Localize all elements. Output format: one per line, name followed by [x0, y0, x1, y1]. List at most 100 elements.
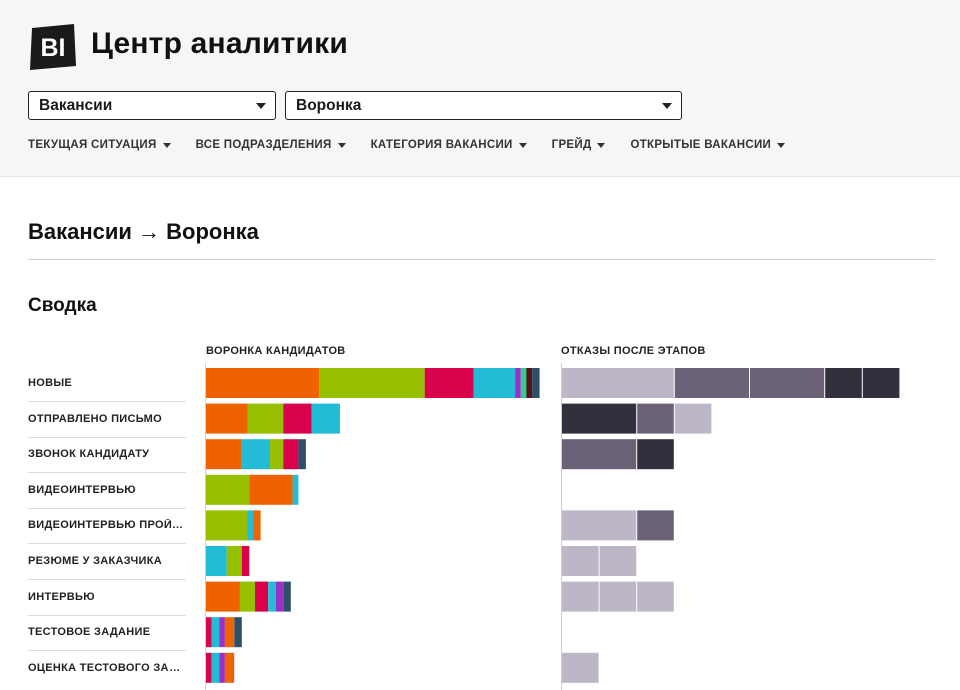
row-separator: [28, 507, 186, 509]
rejection-bar-segment[interactable]: [750, 368, 825, 398]
funnel-bar-segment[interactable]: [275, 581, 284, 612]
funnel-bar-segment[interactable]: [224, 617, 235, 648]
filter-vacancy-category[interactable]: КАТЕГОРИЯ ВАКАНСИИ: [371, 137, 527, 153]
funnel-bar-segment[interactable]: [283, 439, 299, 470]
caret-down-icon: [162, 142, 171, 148]
funnel-bar-segment[interactable]: [241, 439, 271, 470]
rejection-bar-segment[interactable]: [637, 439, 674, 470]
rejection-bar-segment[interactable]: [562, 652, 599, 683]
funnel-bar-segment[interactable]: [211, 652, 220, 683]
funnel-bar-segment[interactable]: [298, 439, 306, 470]
rejections-axis: [561, 363, 562, 690]
filter-label: ОТКРЫТЫЕ ВАКАНСИИ: [630, 139, 772, 151]
rejection-bar-segment[interactable]: [637, 510, 674, 541]
funnel-bar-segment[interactable]: [206, 546, 227, 576]
row-separator: [28, 579, 186, 580]
filter-open-vacancies[interactable]: ОТКРЫТЫЕ ВАКАНСИИ: [630, 137, 786, 153]
caret-down-icon: [777, 142, 786, 148]
rejection-bar-segment[interactable]: [562, 546, 599, 576]
funnel-bar-segment[interactable]: [283, 403, 312, 434]
header: BI Центр аналитики Вакансии Воронка ТЕКУ…: [0, 0, 960, 177]
funnel-bar-segment[interactable]: [206, 403, 248, 434]
funnel-bar-segment[interactable]: [311, 403, 340, 434]
funnel-bar-segment[interactable]: [249, 474, 293, 505]
filter-label: ГРЕЙД: [551, 139, 592, 151]
rejection-bar-segment[interactable]: [562, 403, 637, 434]
funnel-bar-segment[interactable]: [319, 368, 425, 398]
rejection-bar-segment[interactable]: [825, 368, 862, 398]
page-title: Вакансии → Воронка: [28, 219, 259, 244]
section-title: Сводка: [28, 295, 97, 316]
filter-label: ТЕКУЩАЯ СИТУАЦИЯ: [28, 139, 157, 151]
funnel-bar-segment[interactable]: [206, 581, 240, 612]
bi-logo-icon[interactable]: BI: [28, 22, 78, 72]
funnel-bar-segment[interactable]: [515, 368, 521, 398]
funnel-bar-segment[interactable]: [206, 510, 248, 541]
funnel-bar-segment[interactable]: [253, 510, 261, 541]
report-select-value: Воронка: [296, 97, 362, 114]
caret-down-icon: [597, 142, 606, 148]
funnel-bar-segment[interactable]: [283, 581, 291, 612]
report-select[interactable]: Воронка: [285, 91, 682, 120]
filter-grade[interactable]: ГРЕЙД: [552, 137, 606, 153]
funnel-bar-segment[interactable]: [268, 581, 276, 612]
rejection-bar-segment[interactable]: [599, 581, 637, 612]
funnel-bar-segment[interactable]: [226, 546, 242, 576]
funnel-bar-segment[interactable]: [206, 474, 250, 505]
funnel-bar-segment[interactable]: [292, 474, 299, 505]
chevron-down-icon: [256, 103, 266, 109]
funnel-bar-segment[interactable]: [206, 617, 212, 648]
row-separator: [28, 436, 186, 438]
logo-text: BI: [41, 34, 66, 62]
funnel-bar-segment[interactable]: [206, 652, 212, 683]
divider: [28, 259, 935, 260]
funnel-bar-segment[interactable]: [211, 617, 220, 648]
row-separator: [28, 614, 186, 616]
rejection-bar-segment[interactable]: [637, 403, 674, 434]
funnel-bar-segment[interactable]: [247, 403, 284, 434]
funnel-bar-segment[interactable]: [224, 652, 235, 683]
filter-label: ВСЕ ПОДРАЗДЕЛЕНИЯ: [195, 139, 332, 151]
filter-bar: ТЕКУЩАЯ СИТУАЦИЯ ВСЕ ПОДРАЗДЕЛЕНИЯ КАТЕГ…: [28, 137, 810, 153]
funnel-bar-segment[interactable]: [206, 439, 242, 470]
section-select-value: Вакансии: [39, 97, 113, 114]
rejection-bar-segment[interactable]: [562, 581, 599, 612]
rejection-bar-segment[interactable]: [562, 368, 674, 398]
row-separator: [28, 401, 186, 402]
funnel-bar-segment[interactable]: [219, 652, 225, 683]
funnel-bar-segment[interactable]: [270, 439, 284, 470]
funnel-bar-segment[interactable]: [241, 546, 250, 576]
funnel-bar-segment[interactable]: [247, 510, 254, 541]
funnel-bar-segment[interactable]: [255, 581, 269, 612]
funnel-bar-segment[interactable]: [526, 368, 533, 398]
caret-down-icon: [337, 142, 346, 148]
row-separator: [28, 472, 186, 474]
funnel-bar-segment[interactable]: [520, 368, 527, 398]
filter-departments[interactable]: ВСЕ ПОДРАЗДЕЛЕНИЯ: [196, 137, 346, 153]
funnel-bar-segment[interactable]: [206, 368, 320, 398]
filter-current-situation[interactable]: ТЕКУЩАЯ СИТУАЦИЯ: [28, 137, 171, 153]
rejection-bar-segment[interactable]: [674, 403, 712, 434]
funnel-bar-segment[interactable]: [234, 617, 242, 648]
funnel-bar-segment[interactable]: [424, 368, 474, 398]
rejection-bar-segment[interactable]: [862, 368, 900, 398]
funnel-bar-segment[interactable]: [473, 368, 516, 398]
funnel-bar-segment[interactable]: [532, 368, 540, 398]
section-select[interactable]: Вакансии: [28, 91, 276, 120]
rejection-bar-segment[interactable]: [599, 546, 637, 576]
rejection-bar-segment[interactable]: [674, 368, 749, 398]
row-separator: [28, 650, 186, 652]
funnel-column-title: ВОРОНКА КАНДИДАТОВ: [206, 345, 346, 357]
app-title: Центр аналитики: [91, 27, 349, 60]
rejection-bar-segment[interactable]: [637, 581, 674, 612]
rejections-column-title: ОТКАЗЫ ПОСЛЕ ЭТАПОВ: [561, 345, 706, 357]
funnel-axis: [205, 363, 206, 690]
row-separator: [28, 543, 186, 545]
rejection-bar-segment[interactable]: [562, 439, 637, 470]
filter-label: КАТЕГОРИЯ ВАКАНСИИ: [370, 139, 513, 151]
funnel-bar-segment[interactable]: [219, 617, 225, 648]
funnel-bar-segment[interactable]: [239, 581, 255, 612]
rejection-bar-segment[interactable]: [562, 510, 637, 541]
caret-down-icon: [518, 142, 527, 148]
